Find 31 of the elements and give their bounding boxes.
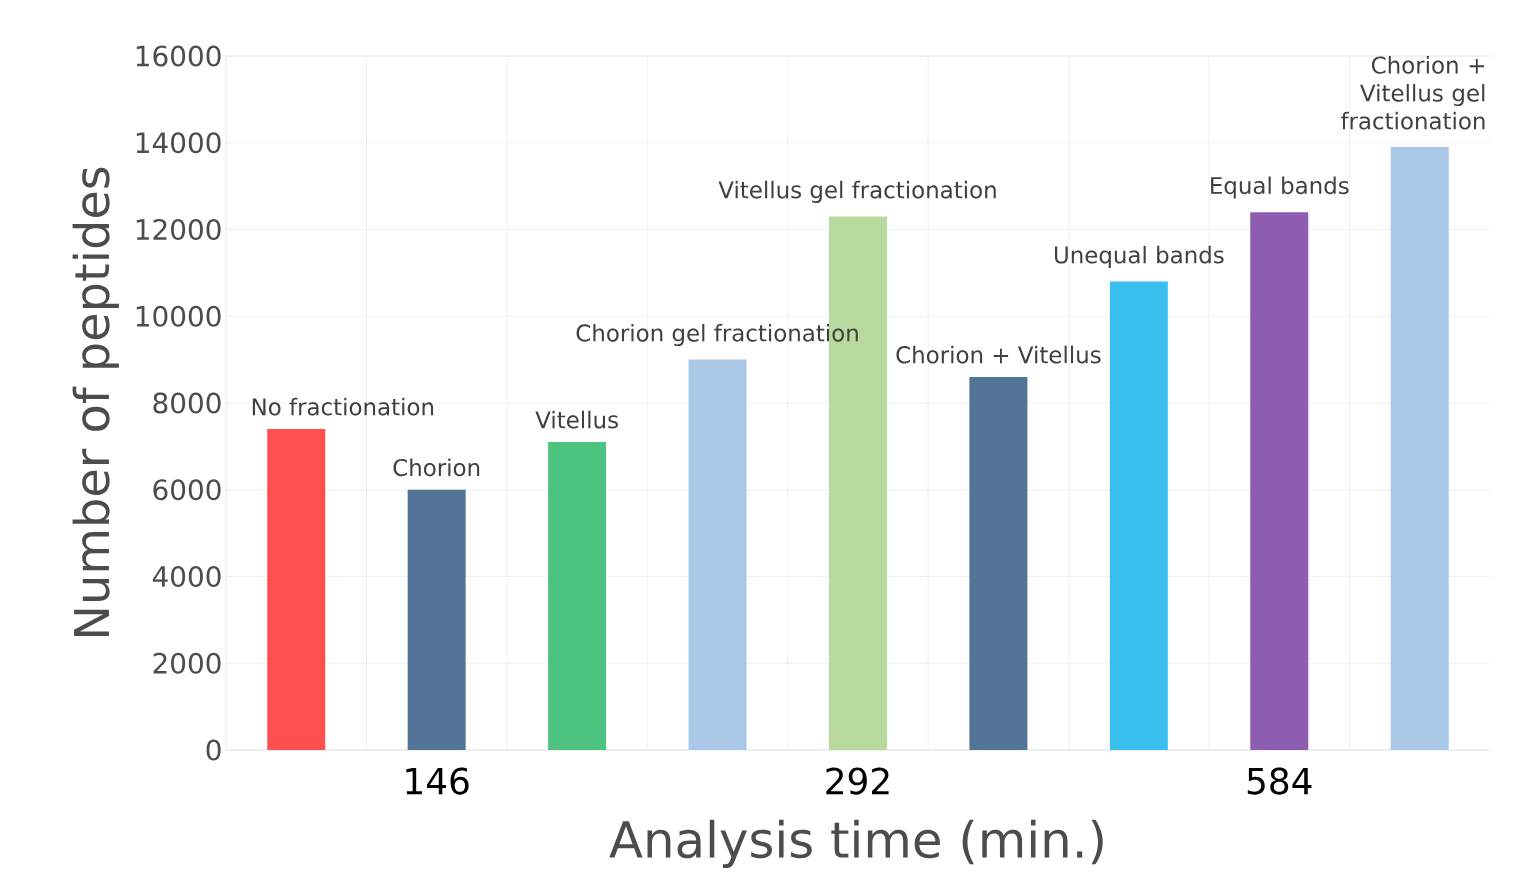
y-tick-label: 8000 — [153, 392, 221, 414]
x-tick-label: Unequal bands — [1054, 245, 1224, 269]
y-axis-title: Number of peptides — [72, 167, 119, 637]
x-axis-title: Analysis time (min.) — [609, 819, 1103, 868]
bar — [267, 429, 326, 750]
text: 584 — [1247, 767, 1312, 795]
x-tick-label: Vitellus — [535, 410, 618, 429]
bar — [1250, 212, 1309, 750]
text: 146 — [406, 767, 469, 795]
y-tick-label: 16000 — [136, 45, 221, 67]
y-tick-label: 12000 — [136, 218, 221, 241]
bar — [1390, 147, 1449, 750]
x-tick-label: Chorion + Vitellus gel fractionation — [1340, 56, 1485, 130]
bar — [1109, 281, 1168, 750]
y-tick-label: 10000 — [136, 305, 221, 327]
bar — [548, 442, 607, 750]
y-tick-label: 14000 — [136, 132, 221, 154]
y-tick-label: 4000 — [152, 565, 221, 588]
bar — [407, 489, 466, 750]
bar — [969, 376, 1028, 750]
y-tick-label: 2000 — [153, 652, 221, 674]
x-tick-label: Chorion gel fractionation — [576, 323, 858, 347]
bar — [688, 359, 747, 750]
x-tick-label: Chorion + Vitellus — [896, 345, 1101, 364]
y-tick-label: 0 — [206, 739, 221, 761]
x-tick-label: Vitellus gel fractionation — [718, 180, 996, 203]
x-tick-label: No fractionation — [252, 397, 434, 416]
text: 292 — [826, 767, 889, 795]
x-tick-label: Equal bands — [1211, 176, 1349, 199]
x-tick-label: Chorion — [393, 458, 480, 477]
y-tick-label: 6000 — [153, 479, 221, 501]
